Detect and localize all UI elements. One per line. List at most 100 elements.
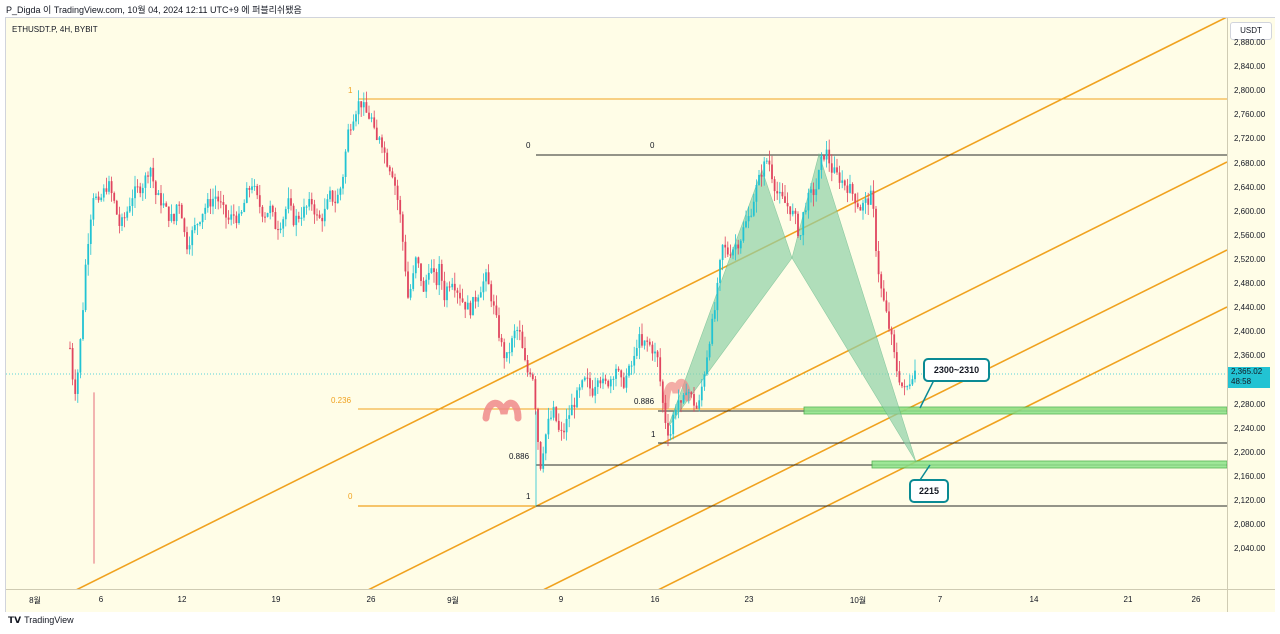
candle-body (914, 370, 916, 380)
price-tick: 2,800.00 (1234, 86, 1266, 96)
time-axis[interactable] (6, 589, 1227, 612)
candle-body (391, 171, 394, 178)
candle-body (656, 351, 659, 358)
last-price-tag: 2,365.02 48:58 (1228, 367, 1270, 388)
channel-line-3[interactable] (541, 249, 1227, 589)
candle-body (625, 375, 628, 388)
candle-body (295, 215, 298, 226)
candle-body (277, 229, 279, 231)
candle-body (752, 201, 755, 216)
candle-body (906, 386, 909, 388)
price-tick: 2,080.00 (1234, 520, 1266, 529)
cup-marker-1[interactable] (482, 399, 522, 422)
candle-body (147, 175, 149, 177)
candle-body (360, 101, 363, 108)
candle-body (108, 181, 110, 192)
callout-target-upper[interactable]: 2300~2310 (923, 358, 990, 382)
tradingview-brand[interactable]: 𝗧𝗩 TradingView (8, 615, 74, 626)
candle-body (126, 211, 129, 218)
candle-body (893, 334, 896, 353)
candle-body (440, 263, 443, 281)
support-zone-lower[interactable] (871, 460, 1227, 469)
candle-body (420, 263, 422, 281)
time-label: 21 (1123, 595, 1133, 604)
candle-body (823, 155, 825, 160)
candle-body (334, 201, 337, 204)
candle-body (804, 210, 807, 213)
candle-body (622, 377, 625, 388)
candle-body (599, 380, 602, 384)
candle-body (734, 244, 737, 250)
candle-body (329, 190, 331, 200)
candle-body (212, 198, 214, 207)
candle-body (232, 214, 235, 216)
price-tick: 2,200.00 (1234, 447, 1266, 457)
candle-body (284, 209, 287, 220)
candle-body (581, 380, 584, 388)
candle-body (638, 334, 641, 349)
time-label: 10월 (849, 596, 867, 605)
support-zone-upper[interactable] (803, 406, 1227, 415)
candle-body (648, 341, 651, 345)
symbol-label[interactable]: ETHUSDT.P, 4H, BYBIT (12, 25, 98, 34)
fib-left-label-1: 1 (348, 86, 353, 95)
candle-body (576, 390, 578, 408)
candle-body (251, 186, 253, 190)
candle-body (596, 380, 599, 387)
chart-pane[interactable] (6, 18, 1227, 589)
candle-body (297, 215, 300, 219)
channel-line-2[interactable] (366, 161, 1227, 589)
candle-body (695, 405, 698, 409)
candle-body (882, 288, 885, 301)
candle-body (136, 186, 139, 188)
candlestick-chart[interactable] (6, 18, 1227, 589)
candle-body (765, 160, 768, 162)
candle-series[interactable] (69, 90, 916, 564)
candle-body (547, 418, 550, 435)
candle-body (248, 188, 251, 190)
candle-body (786, 202, 789, 207)
price-axis[interactable] (1227, 18, 1275, 589)
candle-body (222, 202, 225, 205)
candle-body (552, 406, 555, 418)
candle-body (485, 272, 487, 282)
candle-body (732, 249, 734, 256)
candle-body (778, 191, 781, 194)
candle-body (388, 166, 391, 172)
candle-body (898, 371, 901, 383)
time-label: 8월 (29, 596, 41, 605)
candle-body (271, 205, 274, 213)
channel-line-4[interactable] (656, 306, 1227, 589)
candle-body (154, 181, 157, 195)
last-price-value: 2,365.02 (1231, 367, 1263, 376)
harmonic-pattern-left[interactable] (667, 169, 793, 428)
candle-body (700, 386, 703, 401)
candle-body (404, 241, 407, 272)
candle-body (583, 377, 586, 381)
candle-body (539, 441, 542, 469)
candle-body (105, 188, 108, 192)
candle-body (352, 121, 355, 130)
author-name[interactable]: P_Digda (6, 5, 41, 15)
candle-body (841, 180, 844, 183)
cup-marker-2[interactable] (662, 378, 692, 410)
currency-button[interactable]: USDT (1230, 22, 1272, 40)
channel-line-1[interactable] (74, 18, 1227, 589)
publish-info: 이 TradingView.com, 10월 04, 2024 12:11 UT… (43, 5, 302, 15)
candle-body (95, 196, 97, 199)
candle-body (490, 284, 493, 302)
candle-body (518, 329, 521, 332)
candle-body (557, 420, 560, 430)
candle-body (799, 235, 802, 237)
candle-body (544, 434, 547, 454)
candle-body (703, 374, 706, 387)
candle-body (755, 184, 758, 202)
time-label: 23 (744, 595, 754, 604)
candle-body (175, 204, 178, 222)
candle-body (128, 206, 131, 212)
time-label: 9월 (447, 596, 459, 605)
candle-body (531, 374, 534, 380)
candle-body (149, 167, 152, 177)
candle-body (287, 198, 290, 210)
callout-target-lower[interactable]: 2215 (909, 479, 949, 503)
